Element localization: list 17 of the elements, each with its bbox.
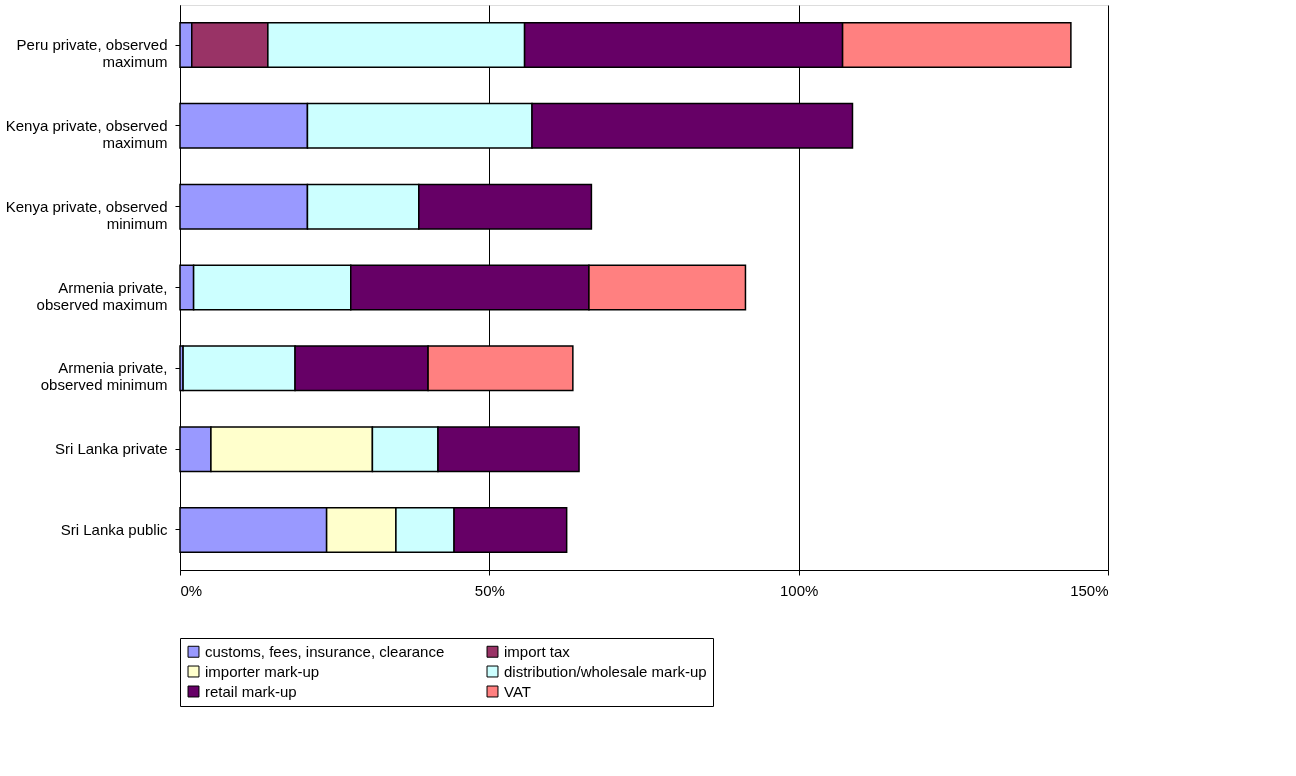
y-tick-label: Armenia private, observed maximum xyxy=(36,278,168,313)
legend-label: VAT xyxy=(504,682,531,700)
legend-label: import tax xyxy=(504,642,571,660)
y-tick-label: Armenia private, observed minimum xyxy=(40,359,168,394)
legend-label: importer mark-up xyxy=(205,662,320,680)
x-tick-label: 50% xyxy=(474,581,505,599)
x-tick-label: 150% xyxy=(1070,581,1109,599)
y-tick-label: Kenya private, observed minimum xyxy=(5,197,168,232)
y-tick-label: Sri Lanka public xyxy=(60,520,168,538)
legend-label: distribution/wholesale mark-up xyxy=(504,662,707,680)
x-tick-label: 0% xyxy=(180,581,203,599)
legend-label: customs, fees, insurance, clearance xyxy=(205,642,445,660)
legend-label: retail mark-up xyxy=(205,682,297,700)
y-tick-label: Kenya private, observed maximum xyxy=(5,116,168,151)
y-tick-label: Peru private, observed maximum xyxy=(16,36,168,71)
y-tick-label: Sri Lanka private xyxy=(54,440,168,458)
x-tick-label: 100% xyxy=(779,581,819,599)
